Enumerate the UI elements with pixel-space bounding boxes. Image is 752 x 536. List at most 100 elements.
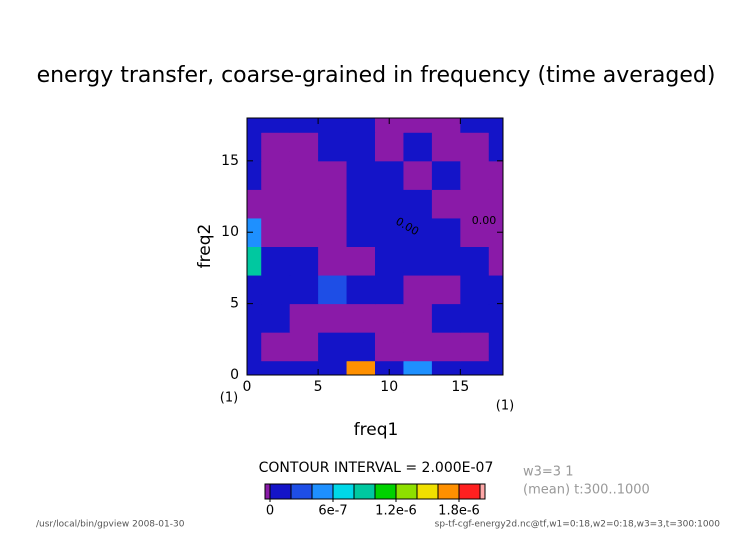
contour-cell <box>289 360 319 375</box>
contour-cell <box>289 217 319 247</box>
colorbar-box <box>479 483 486 500</box>
contour-cell <box>403 118 433 133</box>
footer-right: sp-tf-cgf-energy2d.nc@tf,w1=0:18,w2=0:18… <box>435 520 721 530</box>
contour-cell <box>403 189 433 219</box>
contour-cell <box>261 160 291 190</box>
info-line: (mean) t:300..1000 <box>523 483 650 498</box>
contour-cell <box>460 160 490 190</box>
y-tick-label: 10 <box>221 224 239 240</box>
contour-cell <box>247 303 262 333</box>
contour-cell <box>375 275 404 305</box>
contour-cell <box>431 132 461 162</box>
contour-cell <box>403 275 433 305</box>
contour-cell <box>460 118 490 133</box>
y-tick-label: 15 <box>221 153 239 169</box>
contour-cell <box>488 160 503 190</box>
colorbar-tick-label: 1.2e-6 <box>375 504 417 519</box>
contour-cell <box>247 332 262 362</box>
contour-cell <box>431 332 461 362</box>
contour-cell <box>247 132 262 162</box>
contour-cell <box>431 303 461 333</box>
contour-cell <box>247 360 262 375</box>
contour-cell <box>403 360 433 375</box>
contour-cell <box>403 246 433 276</box>
y-unit: (1) <box>220 391 238 406</box>
contour-cell <box>431 217 461 247</box>
contour-cell <box>346 303 376 333</box>
contour-cell <box>247 275 262 305</box>
contour-cell <box>318 360 348 375</box>
contour-cell <box>488 303 503 333</box>
y-tick-label: 0 <box>230 367 239 383</box>
colorbar-box <box>264 483 271 500</box>
contour-cell <box>403 303 433 333</box>
contour-cell <box>375 303 404 333</box>
contour-cell <box>460 332 490 362</box>
contour-cell <box>318 303 348 333</box>
info-line: w3=3 1 <box>523 465 573 480</box>
contour-cell <box>460 132 490 162</box>
contour-cell <box>247 246 262 276</box>
colorbar-box <box>332 483 355 500</box>
contour-cell <box>346 189 376 219</box>
contour-cell <box>403 332 433 362</box>
contour-cell <box>375 189 404 219</box>
contour-cell <box>488 189 503 219</box>
contour-cell <box>346 118 376 133</box>
contour-field <box>247 118 503 375</box>
x-axis-label: freq1 <box>354 420 399 440</box>
colorbar-box <box>353 483 376 500</box>
colorbar-tick-label: 0 <box>266 504 274 519</box>
colorbar-tick-label: 1.8e-6 <box>438 504 480 519</box>
contour-cell <box>431 275 461 305</box>
contour-cell <box>460 189 490 219</box>
contour-cell <box>261 275 291 305</box>
contour-cell <box>375 132 404 162</box>
contour-cell <box>289 275 319 305</box>
contour-cell <box>261 246 291 276</box>
contour-cell <box>289 332 319 362</box>
contour-cell <box>460 303 490 333</box>
contour-cell <box>431 360 461 375</box>
colorbar-box <box>437 483 460 500</box>
contour-cell <box>488 332 503 362</box>
contour-cell <box>261 332 291 362</box>
chart-title: energy transfer, coarse-grained in frequ… <box>37 63 716 88</box>
contour-cell <box>261 189 291 219</box>
contour-label: 0.00 <box>472 214 497 227</box>
contour-cell <box>346 160 376 190</box>
contour-cell <box>403 160 433 190</box>
contour-cell <box>247 217 262 247</box>
contour-cell <box>375 360 404 375</box>
contour-cell <box>261 118 291 133</box>
contour-cell <box>431 118 461 133</box>
contour-cell <box>488 132 503 162</box>
contour-cell <box>247 189 262 219</box>
contour-cell <box>375 332 404 362</box>
contour-cell <box>375 118 404 133</box>
contour-cell <box>346 360 376 375</box>
contour-cell <box>261 303 291 333</box>
contour-cell <box>318 189 348 219</box>
contour-cell <box>488 217 503 247</box>
colorbar-box <box>395 483 418 500</box>
contour-cell <box>488 275 503 305</box>
contour-cell <box>431 246 461 276</box>
contour-cell <box>261 217 291 247</box>
contour-cell <box>247 118 262 133</box>
y-tick-label: 5 <box>230 296 239 312</box>
x-tick-label: 15 <box>451 379 469 395</box>
contour-cell <box>289 132 319 162</box>
colorbar-tick-label: 6e-7 <box>318 504 347 519</box>
contour-cell <box>403 132 433 162</box>
contour-cell <box>346 246 376 276</box>
footer-left: /usr/local/bin/gpview 2008-01-30 <box>36 520 185 530</box>
contour-cell <box>247 160 262 190</box>
contour-cell <box>346 332 376 362</box>
contour-cell <box>488 360 503 375</box>
contour-cell <box>403 217 433 247</box>
contour-cell <box>318 118 348 133</box>
colorbar-box <box>269 483 292 500</box>
x-tick-label: 0 <box>243 379 252 395</box>
